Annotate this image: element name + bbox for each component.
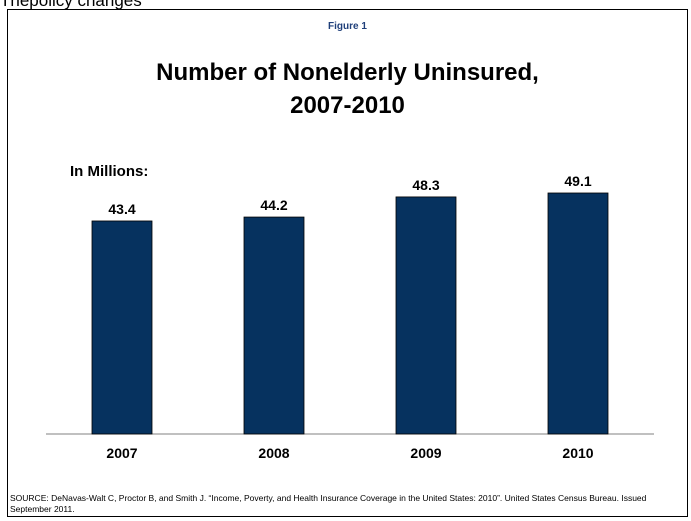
category-label-2007: 2007: [106, 445, 137, 461]
figure-label: Figure 1: [328, 21, 367, 32]
units-label: In Millions:: [70, 163, 149, 180]
chart-title-line-1: Number of Nonelderly Uninsured,: [156, 59, 539, 86]
bar-2010: [547, 192, 609, 435]
value-label-2007: 43.4: [108, 201, 135, 217]
bar-2009: [395, 196, 457, 435]
bar-2007: [91, 220, 153, 435]
bar-2008: [243, 216, 305, 435]
category-label-2010: 2010: [562, 445, 593, 461]
source-note: SOURCE: DeNavas-Walt C, Proctor B, and S…: [10, 493, 647, 514]
chart-title: Number of Nonelderly Uninsured, 2007-201…: [8, 56, 687, 122]
category-label-2009: 2009: [410, 445, 441, 461]
value-label-2008: 44.2: [260, 197, 287, 213]
value-label-2009: 48.3: [412, 177, 439, 193]
category-label-2008: 2008: [258, 445, 289, 461]
clipped-header-text: Thepolicy changes: [0, 0, 142, 10]
chart-slide: Figure 1 Number of Nonelderly Uninsured,…: [7, 9, 688, 517]
chart-title-line-2: 2007-2010: [290, 92, 405, 119]
bar-chart: 43.4 2007 44.2 2008 48.3 2009 49.1 2010: [46, 173, 654, 461]
value-label-2010: 49.1: [564, 173, 591, 189]
